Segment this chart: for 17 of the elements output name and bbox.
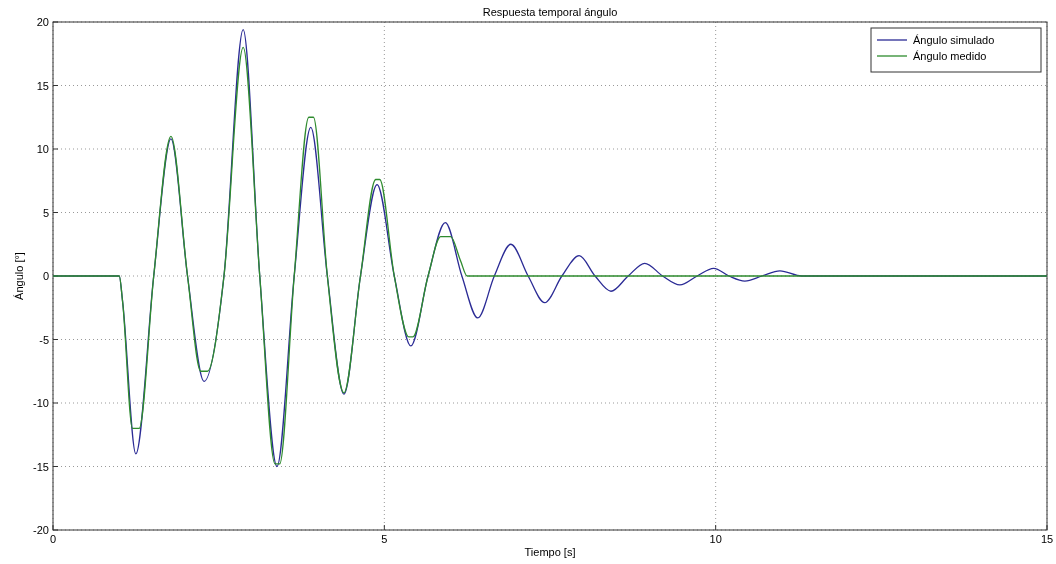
legend-label: Ángulo simulado [913, 34, 995, 46]
y-tick-label: 10 [36, 143, 49, 155]
y-tick-label: 20 [36, 16, 49, 28]
y-tick-label: -15 [33, 460, 49, 473]
y-tick-label: 15 [36, 79, 49, 92]
x-tick-label: 10 [709, 533, 722, 545]
y-tick-label: -5 [39, 333, 49, 346]
y-tick-label: -10 [33, 397, 49, 409]
y-tick-label: -20 [33, 524, 49, 536]
y-axis-title: Ángulo [°] [13, 252, 25, 300]
y-tick-label: 5 [42, 206, 49, 219]
legend-label: Ángulo medido [913, 50, 987, 62]
y-tick-label: 0 [42, 270, 49, 282]
x-axis-title: Tiempo [s] [524, 546, 576, 558]
x-tick-label: 5 [381, 533, 388, 545]
x-tick-label: 15 [1040, 533, 1054, 545]
chart-title: Respuesta temporal ángulo [482, 6, 618, 18]
